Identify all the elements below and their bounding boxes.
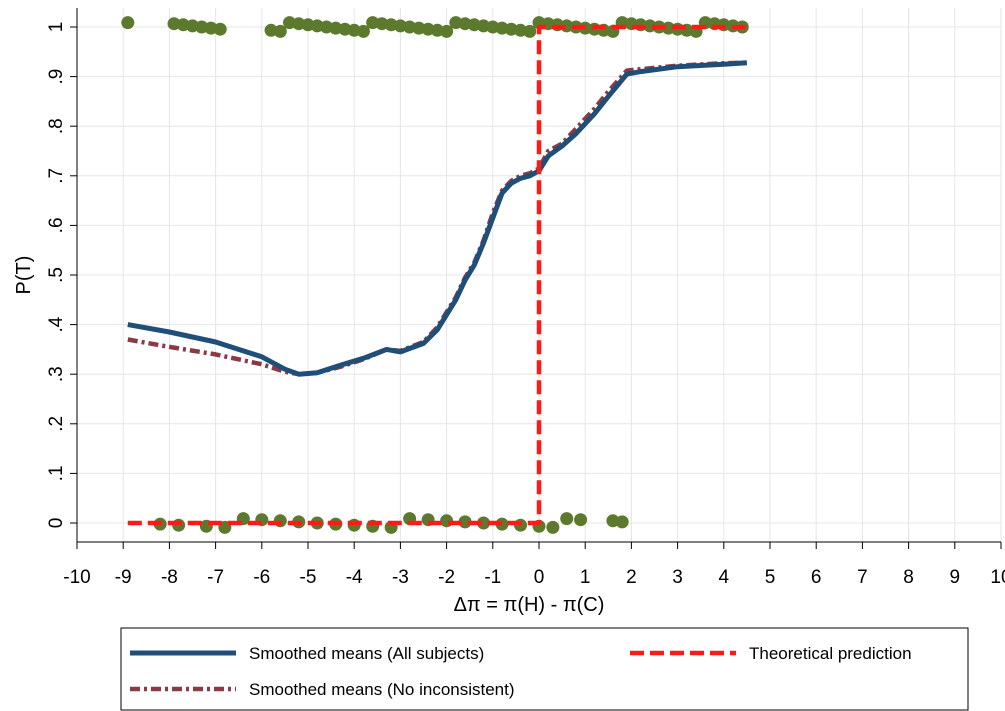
y-tick-label: .9 (46, 69, 67, 85)
x-tick-label: 6 (811, 567, 822, 588)
x-tick-label: 2 (626, 567, 637, 588)
scatter-point (273, 24, 287, 38)
y-tick-label: .1 (46, 465, 67, 481)
y-tick-label: .6 (46, 217, 67, 233)
x-tick-label: -5 (300, 567, 317, 588)
y-tick-label: .2 (46, 416, 67, 432)
x-tick-label: -4 (346, 567, 363, 588)
x-tick-label: -2 (438, 567, 455, 588)
scatter-point (121, 16, 135, 30)
scatter-point (523, 24, 537, 38)
legend-label: Smoothed means (All subjects) (249, 644, 484, 663)
scatter-point (356, 24, 370, 38)
x-tick-label: -3 (392, 567, 409, 588)
scatter-point (440, 24, 454, 38)
plot-area (76, 8, 1001, 543)
x-tick-label: 7 (857, 567, 868, 588)
x-axis-title: Δπ = π(H) - π(C) (454, 594, 605, 616)
legend-label: Theoretical prediction (749, 644, 912, 663)
series-layer (121, 16, 749, 534)
scatter-point (213, 22, 227, 36)
y-tick-label: 1 (46, 22, 67, 33)
y-tick-label: .3 (46, 366, 67, 382)
x-tick-label: 0 (534, 567, 545, 588)
y-tick-label: .8 (46, 118, 67, 134)
y-axis-ticks: 0 .1 .2 .3 .4 .5 .6 .7 .8 .9 1 (46, 22, 77, 529)
x-tick-label: -8 (161, 567, 178, 588)
series-line-0 (127, 60, 748, 377)
x-tick-label: 9 (950, 567, 961, 588)
scatter-point (574, 513, 588, 527)
legend: Smoothed means (All subjects) Theoretical… (120, 627, 969, 711)
x-tick-label: 5 (765, 567, 776, 588)
scatter-point (546, 520, 560, 534)
x-tick-label: 10 (990, 567, 1005, 588)
legend-label: Smoothed means (No inconsistent) (249, 680, 515, 699)
x-tick-label: 3 (672, 567, 683, 588)
scatter-point (477, 516, 491, 530)
x-tick-label: 4 (719, 567, 730, 588)
scatter-point (615, 515, 629, 529)
x-tick-label: -7 (207, 567, 224, 588)
y-tick-label: .4 (46, 316, 67, 332)
x-tick-label: -6 (253, 567, 270, 588)
x-tick-label: -9 (115, 567, 132, 588)
scatter-point (560, 512, 574, 526)
series-line-2 (127, 24, 747, 526)
y-tick-label: .7 (46, 168, 67, 184)
y-tick-label: .5 (46, 267, 67, 283)
legend-box (120, 627, 969, 711)
x-tick-label: 1 (580, 567, 591, 588)
x-tick-label: 8 (903, 567, 914, 588)
y-tick-label: 0 (46, 518, 67, 529)
x-tick-label: -1 (484, 567, 501, 588)
x-tick-label: -10 (63, 567, 90, 588)
y-axis-title: P(T) (13, 256, 35, 295)
